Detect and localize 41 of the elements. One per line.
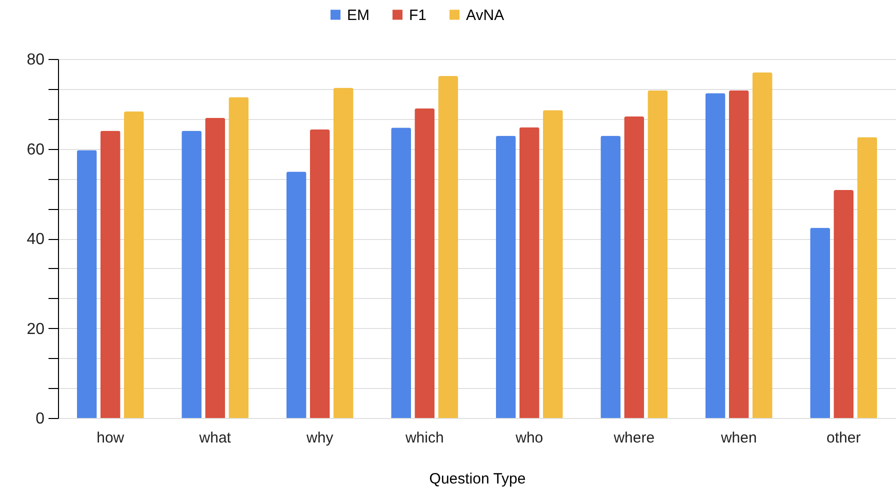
x-tick-label: who bbox=[514, 430, 544, 446]
bar bbox=[810, 228, 830, 418]
bar bbox=[205, 118, 226, 418]
bar bbox=[705, 93, 726, 418]
bar bbox=[391, 128, 412, 418]
y-tick-label: 20 bbox=[26, 320, 45, 338]
y-tick-label: 60 bbox=[26, 141, 45, 158]
y-tick-label: 0 bbox=[36, 410, 45, 428]
bar bbox=[542, 110, 563, 418]
x-tick-label: where bbox=[612, 430, 655, 446]
legend-label: F1 bbox=[409, 6, 427, 24]
bar bbox=[414, 108, 435, 418]
bar bbox=[100, 130, 120, 418]
x-tick-label: what bbox=[198, 430, 232, 446]
y-tick-label: 40 bbox=[26, 231, 45, 248]
y-tick-label: 80 bbox=[26, 52, 45, 68]
bar bbox=[228, 97, 249, 418]
bar bbox=[333, 88, 354, 418]
bar bbox=[182, 130, 202, 418]
bar bbox=[624, 116, 644, 418]
x-tick-label: how bbox=[96, 430, 124, 446]
bar bbox=[752, 72, 772, 418]
bar bbox=[310, 129, 330, 418]
x-tick-label: why bbox=[306, 430, 334, 446]
legend-label: AvNA bbox=[466, 6, 504, 24]
x-tick-label: which bbox=[404, 430, 444, 446]
x-tick-label: other bbox=[826, 430, 861, 446]
bar bbox=[648, 90, 668, 418]
bar bbox=[286, 172, 306, 418]
bar bbox=[600, 136, 621, 418]
bar bbox=[728, 90, 749, 418]
bar bbox=[438, 76, 458, 418]
bar bbox=[496, 136, 516, 418]
bar bbox=[124, 112, 144, 418]
bar bbox=[519, 127, 540, 418]
x-tick-label: when bbox=[720, 430, 757, 446]
legend-label: EM bbox=[347, 6, 370, 24]
x-axis-title: Question Type bbox=[429, 470, 526, 488]
bar bbox=[857, 137, 878, 418]
bar bbox=[76, 150, 97, 418]
bar bbox=[834, 190, 854, 418]
